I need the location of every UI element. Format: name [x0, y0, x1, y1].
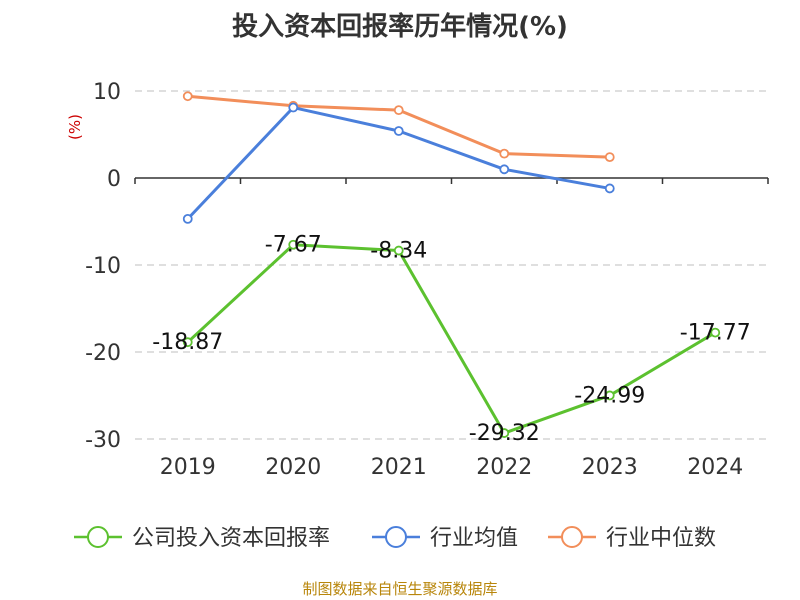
y-tick-label: -20: [85, 341, 121, 366]
x-tick-label: 2023: [582, 455, 638, 480]
data-point: [393, 105, 404, 116]
y-axis-label: (%): [66, 114, 84, 140]
data-label: -17.77: [680, 321, 751, 346]
data-point: [499, 164, 510, 175]
series-line: [186, 106, 611, 220]
data-point: [604, 390, 615, 401]
data-label: -18.87: [152, 330, 223, 355]
axes: 10 0 -10 -20 -30 (%) 2019 2020 2021 2022 2023 2024: [66, 80, 769, 480]
y-tick-label: -10: [85, 254, 121, 279]
y-tick-label: 10: [93, 80, 121, 105]
x-tick-label: 2020: [265, 455, 321, 480]
legend-entry: 公司投入资本回报率: [132, 526, 330, 551]
chart-title: 投入资本回报率历年情况(%): [232, 12, 568, 42]
data-point: [288, 102, 299, 113]
legend: 公司投入资本回报率 行业均值 行业中位数: [74, 526, 716, 551]
data-point: [499, 428, 510, 438]
data-label: -24.99: [574, 383, 645, 408]
series-lines: [182, 91, 721, 438]
data-point: [182, 213, 193, 224]
data-label: -8.34: [370, 239, 427, 264]
data-point: [182, 91, 193, 102]
data-point: [288, 239, 299, 250]
legend-marker: [87, 526, 109, 548]
x-tick-label: 2024: [687, 455, 743, 480]
x-tick-label: 2021: [371, 455, 427, 480]
data-point: [393, 126, 404, 136]
data-point: [710, 327, 721, 338]
data-labels: -18.87 -7.67 -8.34 -29.32 -24.99 -17.77: [152, 233, 750, 446]
y-tick-label: -30: [85, 428, 121, 453]
x-tick-label: 2022: [476, 455, 532, 480]
legend-marker: [561, 526, 583, 548]
data-point: [604, 152, 615, 163]
y-tick-label: 0: [107, 167, 121, 192]
legend-entry: 行业中位数: [606, 526, 716, 551]
legend-entry: 行业均值: [430, 526, 518, 551]
data-label: -29.32: [469, 421, 540, 446]
legend-marker: [385, 526, 407, 548]
data-point: [182, 337, 193, 348]
data-point: [499, 148, 510, 159]
data-label: -7.67: [265, 233, 322, 258]
gridlines: [135, 90, 768, 440]
data-point: [604, 183, 615, 194]
source-note: 制图数据来自恒生聚源数据库: [302, 580, 498, 598]
series-line: [186, 243, 717, 435]
data-point: [393, 245, 404, 256]
x-tick-label: 2019: [160, 455, 216, 480]
